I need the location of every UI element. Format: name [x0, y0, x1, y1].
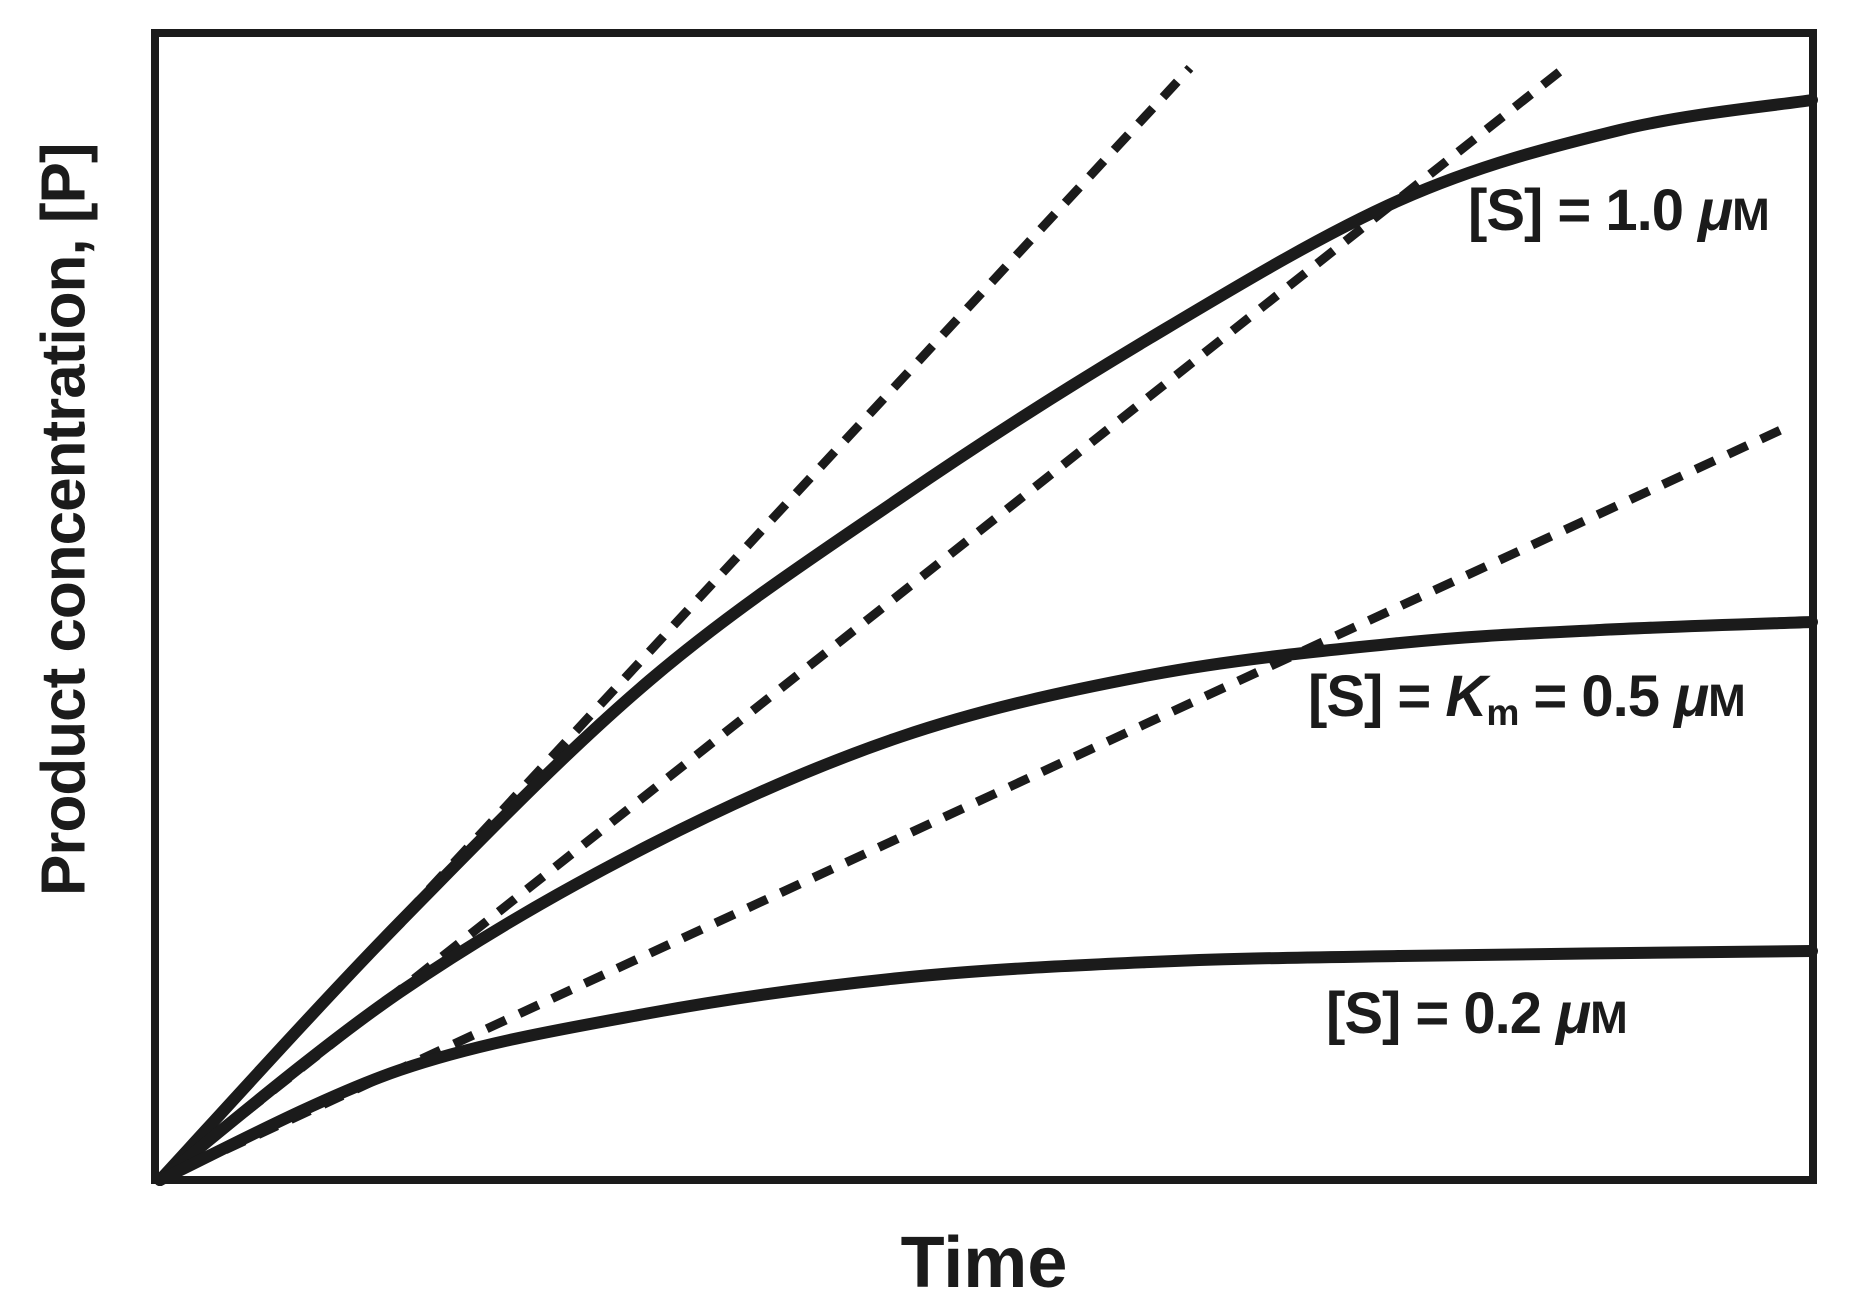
- label-part: = 0.5: [1518, 664, 1675, 729]
- curve-label-s-1p0: [S] = 1.0 μM: [1468, 182, 1770, 240]
- progress-curve-s-0p5: [154, 616, 1818, 1186]
- label-part: M: [1590, 992, 1628, 1043]
- label-part: μ: [1698, 178, 1733, 243]
- label-part: M: [1732, 189, 1770, 240]
- x-axis-label: Time: [900, 1223, 1068, 1300]
- curve-label-s-0p2: [S] = 0.2 μM: [1326, 985, 1628, 1043]
- label-part: K: [1445, 664, 1487, 729]
- progress-curve-s-1p0: [154, 94, 1818, 1186]
- y-axis-label: Product concentration, [P]: [29, 143, 99, 897]
- label-part: [S] = 1.0: [1468, 178, 1699, 243]
- label-part: μ: [1674, 664, 1709, 729]
- progress-curve-s-0p2: [154, 945, 1818, 1186]
- label-part: [S] =: [1308, 664, 1446, 729]
- plot-frame: [151, 29, 1817, 1184]
- label-part: m: [1486, 690, 1519, 733]
- curve-label-s-0p5: [S] = Km = 0.5 μM: [1308, 668, 1746, 731]
- label-part: [S] = 0.2: [1326, 981, 1557, 1046]
- label-part: μ: [1556, 981, 1591, 1046]
- label-part: M: [1708, 675, 1746, 726]
